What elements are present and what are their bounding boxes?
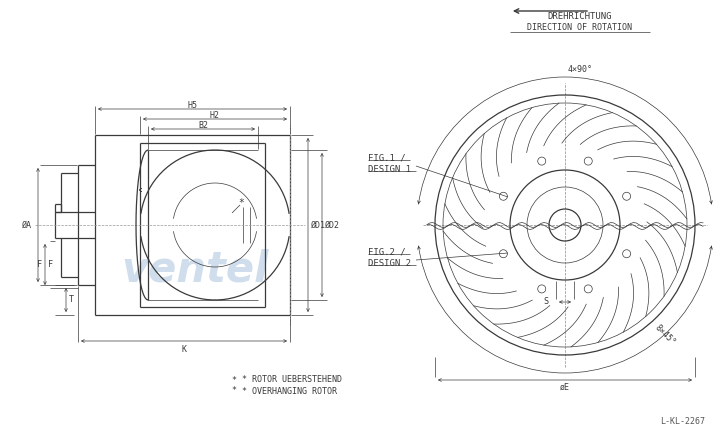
- Text: * ROTOR UEBERSTEHEND: * ROTOR UEBERSTEHEND: [242, 375, 342, 385]
- Text: ØD1: ØD1: [311, 220, 326, 230]
- Text: ØA: ØA: [22, 220, 32, 230]
- Text: B2: B2: [198, 121, 208, 129]
- Text: F: F: [37, 260, 42, 269]
- Text: FIG.2 /: FIG.2 /: [368, 247, 405, 257]
- Text: DESIGN 1: DESIGN 1: [368, 165, 411, 173]
- Text: DIRECTION OF ROTATION: DIRECTION OF ROTATION: [528, 22, 632, 32]
- Text: ventel: ventel: [121, 249, 269, 291]
- Text: T: T: [69, 296, 74, 304]
- Text: *: *: [231, 375, 236, 385]
- Text: *: *: [238, 198, 244, 208]
- Text: 4×90°: 4×90°: [568, 65, 592, 73]
- Text: K: K: [181, 345, 186, 353]
- Text: *: *: [231, 386, 236, 396]
- Text: L-KL-2267: L-KL-2267: [660, 417, 705, 426]
- Text: FIG.1 /: FIG.1 /: [368, 154, 405, 162]
- Text: 8×45°: 8×45°: [653, 323, 677, 347]
- Text: H2: H2: [210, 110, 220, 120]
- Text: H5: H5: [188, 100, 197, 110]
- Text: DESIGN 2: DESIGN 2: [368, 258, 411, 268]
- Text: DREHRICHTUNG: DREHRICHTUNG: [548, 11, 612, 21]
- Text: F: F: [48, 260, 53, 269]
- Text: øE: øE: [560, 382, 570, 392]
- Text: ØD2: ØD2: [325, 220, 340, 230]
- Text: S: S: [543, 297, 548, 307]
- Text: * OVERHANGING ROTOR: * OVERHANGING ROTOR: [242, 386, 337, 396]
